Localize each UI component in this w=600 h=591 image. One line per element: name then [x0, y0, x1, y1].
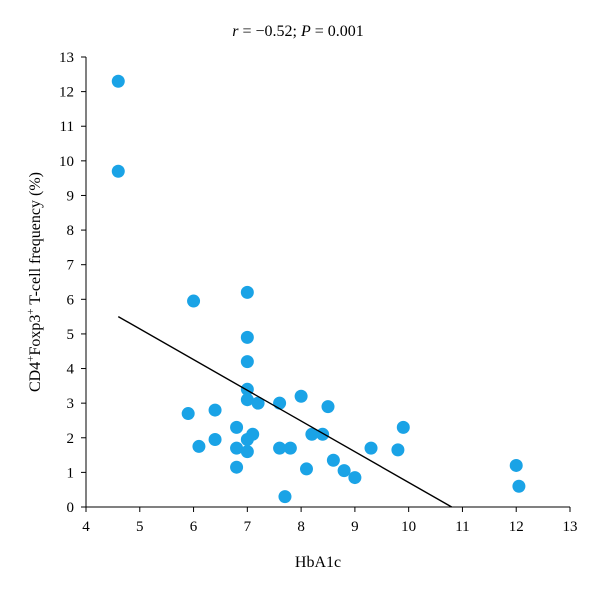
y-tick-label: 11 — [60, 119, 74, 135]
data-point — [230, 420, 244, 434]
y-label-part-foxp3: Foxp3 — [27, 315, 44, 356]
y-label-part-cd4: CD4 — [27, 362, 44, 392]
data-point — [299, 462, 313, 476]
y-axis-label: CD4+Foxp3+ T-cell frequency (%) — [25, 172, 44, 392]
data-point — [509, 458, 523, 472]
r-value: = −0.52; — [238, 23, 301, 40]
data-point — [240, 285, 254, 299]
data-point — [278, 490, 292, 504]
data-point — [240, 393, 254, 407]
data-point — [192, 439, 206, 453]
y-label-sup-2: + — [25, 308, 37, 314]
y-label-part-rest: T-cell frequency (%) — [27, 172, 44, 308]
data-point — [512, 479, 526, 493]
data-point — [294, 389, 308, 403]
data-point — [208, 433, 222, 446]
data-points — [111, 74, 526, 504]
p-symbol: P — [300, 23, 311, 40]
x-tick-label: 8 — [297, 519, 305, 535]
y-tick-label: 9 — [67, 188, 75, 204]
data-point — [326, 453, 340, 467]
data-point — [230, 441, 244, 455]
data-point — [187, 294, 201, 308]
y-tick-label: 13 — [59, 50, 74, 66]
data-point — [240, 330, 254, 344]
data-point — [337, 464, 351, 478]
x-tick-label: 11 — [455, 519, 469, 535]
data-point — [111, 74, 125, 88]
y-label-sup-1: + — [25, 356, 37, 362]
r-symbol: r — [232, 23, 239, 40]
x-axis-label: HbA1c — [295, 554, 341, 571]
data-point — [251, 396, 265, 410]
data-point — [316, 427, 330, 441]
x-tick-label: 9 — [351, 519, 359, 535]
data-point — [181, 407, 195, 421]
x-tick-label: 13 — [563, 519, 578, 535]
x-tick-label: 7 — [244, 519, 252, 535]
x-tick-label: 4 — [82, 519, 90, 535]
data-point — [283, 441, 297, 455]
y-tick-label: 3 — [67, 396, 75, 412]
x-tick-label: 12 — [509, 519, 524, 535]
correlation-annotation: r = −0.52; P = 0.001 — [232, 23, 364, 40]
data-point — [348, 471, 362, 485]
data-point — [364, 441, 378, 455]
y-tick-label: 8 — [67, 223, 75, 239]
y-tick-label: 4 — [67, 362, 75, 378]
y-tick-label: 5 — [67, 327, 75, 343]
y-tick-label: 1 — [67, 465, 75, 481]
data-point — [391, 443, 405, 457]
data-point — [396, 420, 410, 434]
data-point — [321, 400, 335, 414]
data-point — [273, 396, 287, 410]
p-value: = 0.001 — [311, 23, 364, 40]
regression-line — [117, 316, 453, 508]
y-tick-label: 2 — [67, 431, 75, 447]
data-point — [111, 164, 125, 178]
data-point — [240, 355, 254, 369]
x-axis-ticks: 4 5 6 7 8 9 10 11 12 13 — [82, 507, 578, 535]
data-point — [230, 460, 244, 474]
x-tick-label: 6 — [190, 519, 198, 535]
y-tick-label: 0 — [67, 500, 75, 516]
y-tick-label: 7 — [67, 258, 75, 274]
x-tick-label: 10 — [401, 519, 416, 535]
data-point — [246, 427, 260, 441]
data-point — [240, 445, 254, 459]
data-point — [208, 403, 222, 417]
y-tick-label: 10 — [59, 154, 74, 170]
data-point — [273, 441, 287, 455]
data-point — [305, 427, 319, 441]
y-tick-label: 12 — [59, 85, 74, 101]
x-tick-label: 5 — [136, 519, 144, 535]
y-tick-label: 6 — [67, 292, 75, 308]
